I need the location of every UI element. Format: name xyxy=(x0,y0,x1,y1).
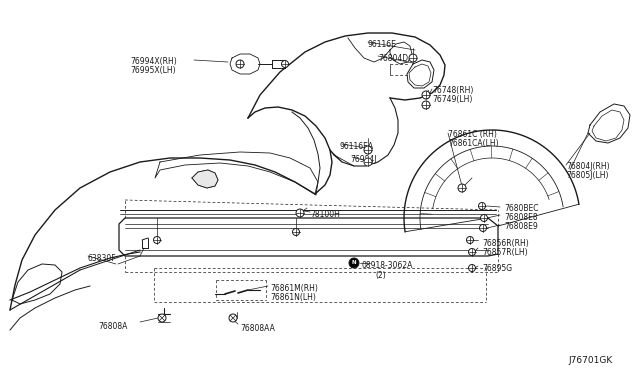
Text: 76808E9: 76808E9 xyxy=(504,222,538,231)
Text: 76808E8: 76808E8 xyxy=(504,213,538,222)
Text: 76857R(LH): 76857R(LH) xyxy=(482,248,527,257)
Text: 7680BEC: 7680BEC xyxy=(504,204,538,213)
Text: (2): (2) xyxy=(375,271,386,280)
Circle shape xyxy=(468,248,476,256)
Text: 76995X(LH): 76995X(LH) xyxy=(130,66,175,75)
Text: 76805J(LH): 76805J(LH) xyxy=(566,171,609,180)
Text: 76994X(RH): 76994X(RH) xyxy=(130,57,177,66)
Circle shape xyxy=(364,158,372,166)
Text: J76701GK: J76701GK xyxy=(568,356,612,365)
Circle shape xyxy=(236,60,244,68)
Text: 76895G: 76895G xyxy=(482,264,512,273)
Text: N: N xyxy=(352,260,356,266)
Text: 76748(RH): 76748(RH) xyxy=(432,86,474,95)
Text: 76749(LH): 76749(LH) xyxy=(432,95,472,104)
Text: 76861C (RH): 76861C (RH) xyxy=(448,130,497,139)
Polygon shape xyxy=(192,170,218,188)
Circle shape xyxy=(349,258,359,268)
Text: 63830F: 63830F xyxy=(88,254,116,263)
Text: 76856R(RH): 76856R(RH) xyxy=(482,239,529,248)
Circle shape xyxy=(409,54,417,62)
Circle shape xyxy=(158,314,166,322)
Text: 76861M(RH): 76861M(RH) xyxy=(270,284,318,293)
Circle shape xyxy=(422,101,430,109)
Circle shape xyxy=(154,237,161,244)
Text: 76804D: 76804D xyxy=(378,54,408,63)
Circle shape xyxy=(292,228,300,235)
Circle shape xyxy=(296,209,304,217)
Text: 78100H: 78100H xyxy=(310,210,340,219)
Circle shape xyxy=(364,146,372,154)
Circle shape xyxy=(467,237,474,244)
Text: 76861CA(LH): 76861CA(LH) xyxy=(448,139,499,148)
Text: 08918-3062A: 08918-3062A xyxy=(362,261,413,270)
Circle shape xyxy=(468,264,476,272)
Circle shape xyxy=(458,184,466,192)
Circle shape xyxy=(479,202,486,209)
Circle shape xyxy=(282,61,289,67)
Circle shape xyxy=(479,224,486,231)
Circle shape xyxy=(481,215,488,221)
Text: 76808A: 76808A xyxy=(98,322,127,331)
Text: 96116E: 96116E xyxy=(368,40,397,49)
Text: 96116EA: 96116EA xyxy=(340,142,374,151)
Circle shape xyxy=(229,314,237,322)
Text: 76808AA: 76808AA xyxy=(240,324,275,333)
Text: 76804J(RH): 76804J(RH) xyxy=(566,162,610,171)
Text: 76861N(LH): 76861N(LH) xyxy=(270,293,316,302)
Text: 76984J: 76984J xyxy=(350,155,376,164)
Circle shape xyxy=(422,91,430,99)
